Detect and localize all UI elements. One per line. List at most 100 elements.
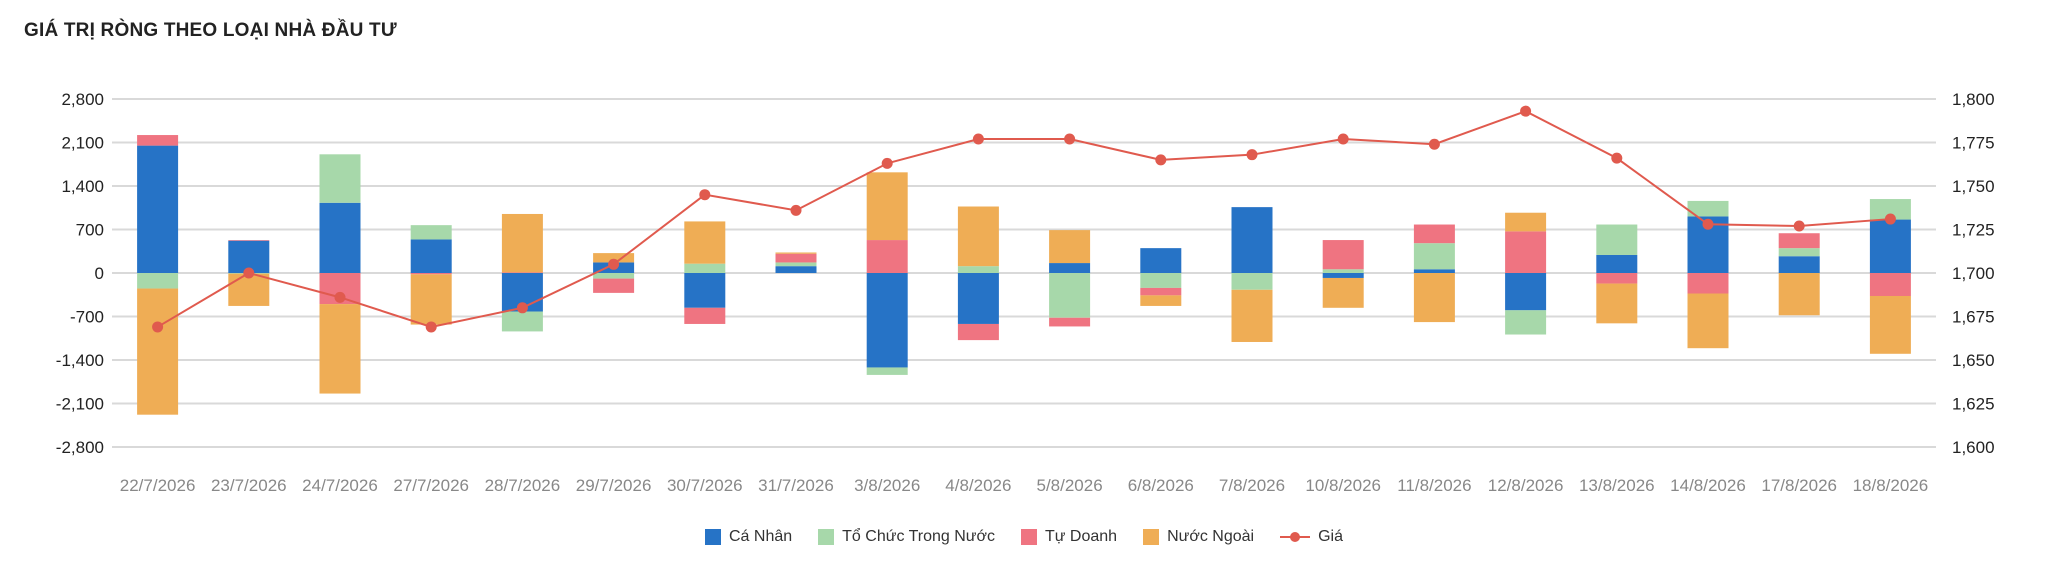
price-line xyxy=(152,105,1896,333)
price-point xyxy=(1428,138,1440,150)
bar-segment xyxy=(1413,273,1455,323)
bar-segment xyxy=(319,202,361,273)
bar-segment xyxy=(1505,231,1547,273)
price-point xyxy=(1246,149,1258,161)
bar-segment xyxy=(137,135,179,146)
bar-segment xyxy=(228,240,270,241)
bar-segment xyxy=(1049,273,1091,318)
x-tick-label: 17/8/2026 xyxy=(1761,476,1837,495)
x-tick-label: 18/8/2026 xyxy=(1853,476,1929,495)
bar-segment xyxy=(1231,273,1273,290)
price-point xyxy=(152,321,164,333)
bar-segment xyxy=(410,225,452,240)
legend-item-nuoc-ngoai[interactable]: Nước Ngoài xyxy=(1143,528,1254,546)
price-point xyxy=(1793,220,1805,232)
bar-segment xyxy=(1049,263,1091,273)
bar-segment xyxy=(957,206,999,267)
bar-segment xyxy=(1231,289,1273,342)
bar-segment xyxy=(1869,199,1911,220)
bars xyxy=(137,135,1911,415)
bar-segment xyxy=(775,252,817,254)
y-axis-left: 2,800 2,100 1,400 700 0 -700 -1,400 -2,100 -2,80… xyxy=(56,90,104,457)
price-point xyxy=(425,321,437,333)
y-left-tick-label: 2,100 xyxy=(61,134,104,153)
bar-segment xyxy=(1687,273,1729,294)
x-tick-label: 30/7/2026 xyxy=(667,476,743,495)
y-left-tick-label: 700 xyxy=(76,221,104,240)
y-right-tick-label: 1,725 xyxy=(1952,221,1995,240)
bar-segment xyxy=(866,240,908,273)
bar-segment xyxy=(775,262,817,267)
legend-item-ca-nhan[interactable]: Cá Nhân xyxy=(705,528,792,546)
bar-segment xyxy=(1140,273,1182,288)
chart-title: GIÁ TRỊ RÒNG THEO LOẠI NHÀ ĐẦU TƯ xyxy=(24,20,397,41)
bar-segment xyxy=(775,253,817,263)
bar-segment xyxy=(1596,254,1638,273)
x-tick-label: 4/8/2026 xyxy=(945,476,1011,495)
x-tick-label: 7/8/2026 xyxy=(1219,476,1285,495)
x-axis: 22/7/2026 23/7/2026 24/7/2026 27/7/2026 28/7… xyxy=(120,476,1928,495)
y-right-tick-label: 1,775 xyxy=(1952,134,1995,153)
legend-label: Tổ Chức Trong Nước xyxy=(842,528,995,545)
bar-segment xyxy=(1596,273,1638,284)
x-tick-label: 28/7/2026 xyxy=(485,476,561,495)
bar-segment xyxy=(410,273,452,275)
bar-segment xyxy=(957,323,999,341)
bar-segment xyxy=(1140,295,1182,306)
price-point xyxy=(1520,105,1532,117)
y-axis-right: 1,800 1,775 1,750 1,725 1,700 1,675 1,650 1,625… xyxy=(1952,90,1995,457)
bar-segment xyxy=(1322,273,1364,278)
y-right-tick-label: 1,625 xyxy=(1952,395,1995,414)
bar-segment xyxy=(1049,317,1091,327)
legend-item-tu-doanh[interactable]: Tự Doanh xyxy=(1021,528,1117,546)
price-point xyxy=(1337,133,1349,145)
bar-segment xyxy=(410,239,452,273)
legend-item-to-chuc-trong-nuoc[interactable]: Tổ Chức Trong Nước xyxy=(818,528,995,546)
bar-segment xyxy=(1778,233,1820,249)
y-right-tick-label: 1,600 xyxy=(1952,438,1995,457)
x-tick-label: 13/8/2026 xyxy=(1579,476,1655,495)
x-tick-label: 3/8/2026 xyxy=(854,476,920,495)
legend-label: Cá Nhân xyxy=(729,528,793,545)
bar-segment xyxy=(866,367,908,375)
bar-segment xyxy=(593,278,635,293)
bar-segment xyxy=(1140,287,1182,296)
x-tick-label: 27/7/2026 xyxy=(393,476,469,495)
y-right-tick-label: 1,650 xyxy=(1952,351,1995,370)
bar-segment xyxy=(1049,230,1091,264)
price-point xyxy=(1155,154,1167,166)
bar-segment xyxy=(1778,256,1820,273)
bar-segment xyxy=(1687,200,1729,217)
y-left-tick-label: -2,800 xyxy=(56,438,104,457)
bar-segment xyxy=(684,221,726,264)
bar-segment xyxy=(957,273,999,324)
bar-segment xyxy=(137,145,179,273)
y-right-tick-label: 1,700 xyxy=(1952,264,1995,283)
legend-line-swatch xyxy=(1280,529,1311,545)
legend-swatch xyxy=(1021,529,1037,545)
x-tick-label: 23/7/2026 xyxy=(211,476,287,495)
y-right-tick-label: 1,675 xyxy=(1952,308,1995,327)
bar-segment xyxy=(1413,243,1455,270)
bar-segment xyxy=(501,272,543,273)
price-point xyxy=(881,157,893,169)
bar-segment xyxy=(1322,240,1364,270)
price-point xyxy=(972,133,984,145)
x-tick-label: 14/8/2026 xyxy=(1670,476,1746,495)
bar-segment xyxy=(1413,224,1455,244)
y-left-tick-label: -2,100 xyxy=(56,395,104,414)
grid-lines xyxy=(112,98,1936,448)
legend-label: Nước Ngoài xyxy=(1167,528,1255,545)
legend-label: Giá xyxy=(1318,528,1343,545)
legend-item-gia[interactable]: Giá xyxy=(1280,528,1343,546)
bar-segment xyxy=(1869,219,1911,273)
y-right-tick-label: 1,800 xyxy=(1952,90,1995,109)
bar-segment xyxy=(319,154,361,203)
legend-label: Tự Doanh xyxy=(1045,528,1118,545)
bar-segment xyxy=(1140,248,1182,273)
bar-segment xyxy=(866,273,908,368)
legend-swatch xyxy=(818,529,835,545)
bar-segment xyxy=(1687,293,1729,349)
x-tick-label: 12/8/2026 xyxy=(1488,476,1564,495)
price-point xyxy=(1611,152,1623,164)
